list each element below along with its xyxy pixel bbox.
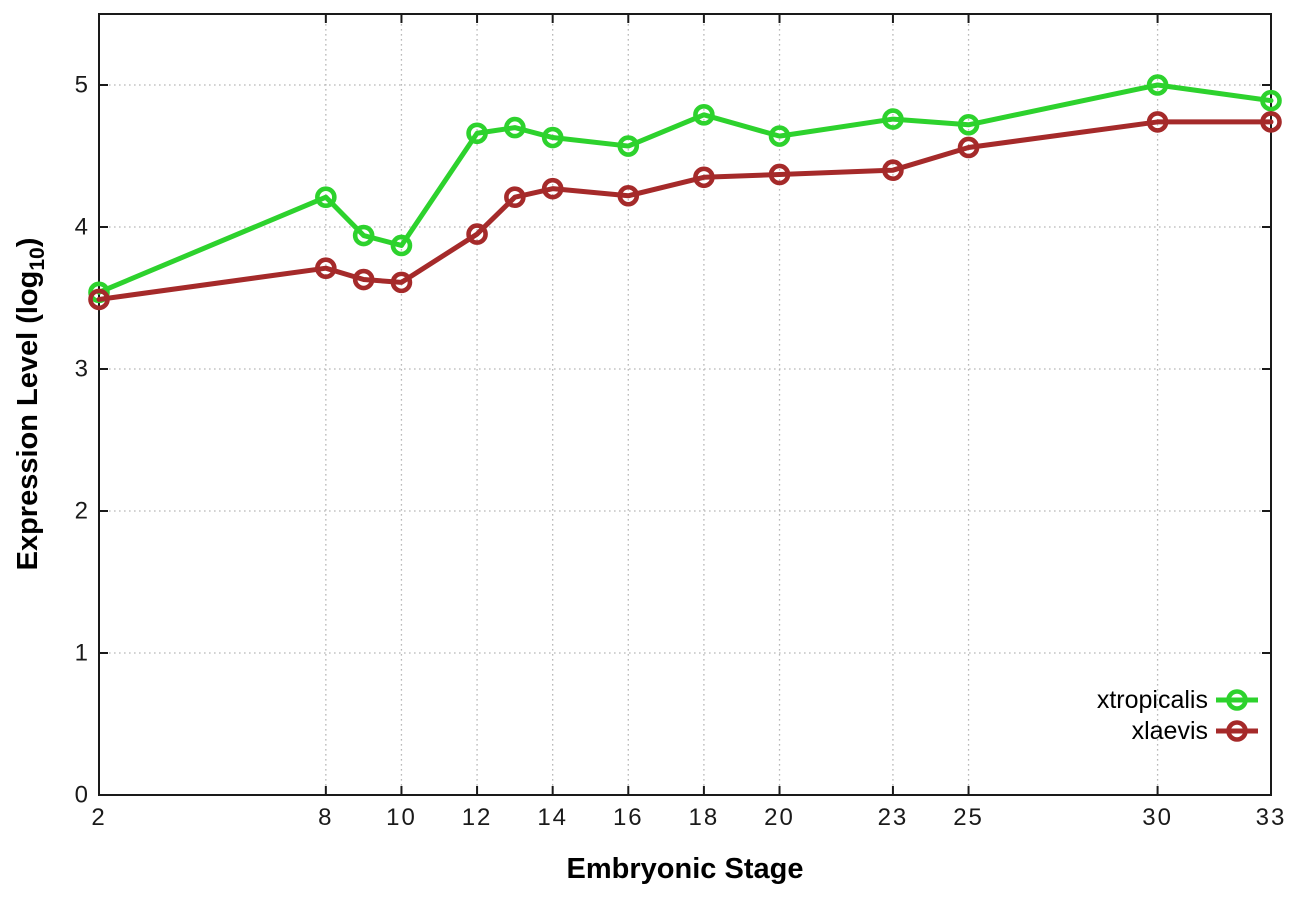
data-point-marker-xtropicalis — [541, 126, 564, 149]
y-axis-title-subscript: 10 — [26, 247, 49, 270]
legend-marker-xlaevis — [1226, 720, 1248, 742]
x-tick-labels: 2 8 10 12 14 16 18 20 23 25 30 33 — [91, 804, 1287, 831]
plot-frame — [98, 13, 1272, 796]
data-point-marker-xlaevis — [541, 177, 564, 200]
legend-marker-xtropicalis — [1226, 689, 1248, 711]
data-point-marker-xtropicalis — [617, 135, 640, 157]
y-tick-label: 4 — [75, 214, 90, 241]
data-point-marker-xlaevis — [315, 257, 337, 279]
data-point-marker-xtropicalis — [504, 116, 526, 139]
data-point-marker-xlaevis — [88, 288, 110, 311]
data-point-marker-xlaevis — [352, 268, 375, 291]
series-layer — [88, 74, 1282, 311]
x-tick-label: 23 — [878, 804, 909, 831]
x-tick-label: 14 — [537, 804, 568, 831]
x-tick-label: 30 — [1142, 804, 1173, 831]
x-tick-label: 10 — [386, 804, 417, 831]
x-tick-label: 16 — [613, 804, 644, 831]
data-point-marker-xtropicalis — [315, 186, 337, 208]
data-point-marker-xlaevis — [466, 223, 488, 245]
y-tick-label: 3 — [75, 356, 90, 383]
x-tick-label: 12 — [462, 804, 493, 831]
y-tick-label: 0 — [75, 782, 90, 809]
x-axis-title: Embryonic Stage — [567, 853, 804, 885]
x-tick-label: 20 — [764, 804, 795, 831]
data-point-marker-xlaevis — [768, 163, 791, 186]
data-point-marker-xlaevis — [504, 186, 526, 208]
series-line-xlaevis — [96, 119, 1274, 302]
data-point-marker-xtropicalis — [957, 113, 980, 136]
x-tick-label: 25 — [953, 804, 984, 831]
x-tick-label: 18 — [689, 804, 720, 831]
grid-layer — [99, 14, 1271, 795]
legend: xtropicalis xlaevis — [1097, 686, 1258, 745]
data-point-marker-xtropicalis — [1146, 74, 1169, 96]
data-point-marker-xlaevis — [390, 271, 413, 294]
y-tick-label: 5 — [75, 72, 90, 99]
legend-label-xtropicalis: xtropicalis — [1097, 686, 1208, 714]
y-axis-title-prefix: Expression Level (log — [12, 271, 44, 571]
data-point-marker-xtropicalis — [693, 104, 715, 126]
legend-label-xlaevis: xlaevis — [1132, 717, 1208, 745]
series-line-xtropicalis — [96, 82, 1274, 295]
data-point-marker-xlaevis — [882, 159, 904, 181]
y-axis-title: Expression Level (log10) — [12, 238, 49, 571]
x-tick-label: 33 — [1256, 804, 1287, 831]
data-point-marker-xtropicalis — [882, 108, 904, 130]
data-point-marker-xlaevis — [1146, 111, 1169, 133]
data-point-marker-xtropicalis — [352, 224, 375, 247]
data-point-marker-xlaevis — [617, 184, 640, 207]
y-tick-label: 2 — [75, 498, 90, 525]
data-point-marker-xtropicalis — [466, 122, 488, 145]
data-point-marker-xtropicalis — [390, 234, 413, 257]
data-point-marker-xlaevis — [1260, 111, 1282, 133]
data-point-marker-xlaevis — [693, 166, 715, 189]
data-point-marker-xlaevis — [957, 136, 980, 159]
data-point-marker-xtropicalis — [768, 125, 791, 147]
y-tick-labels: 0 1 2 3 4 5 — [75, 72, 90, 809]
x-tick-label: 8 — [318, 804, 333, 831]
y-tick-label: 1 — [75, 640, 90, 667]
data-point-marker-xtropicalis — [1260, 89, 1282, 112]
x-tick-label: 2 — [91, 804, 106, 831]
y-axis-title-suffix: ) — [12, 238, 44, 248]
